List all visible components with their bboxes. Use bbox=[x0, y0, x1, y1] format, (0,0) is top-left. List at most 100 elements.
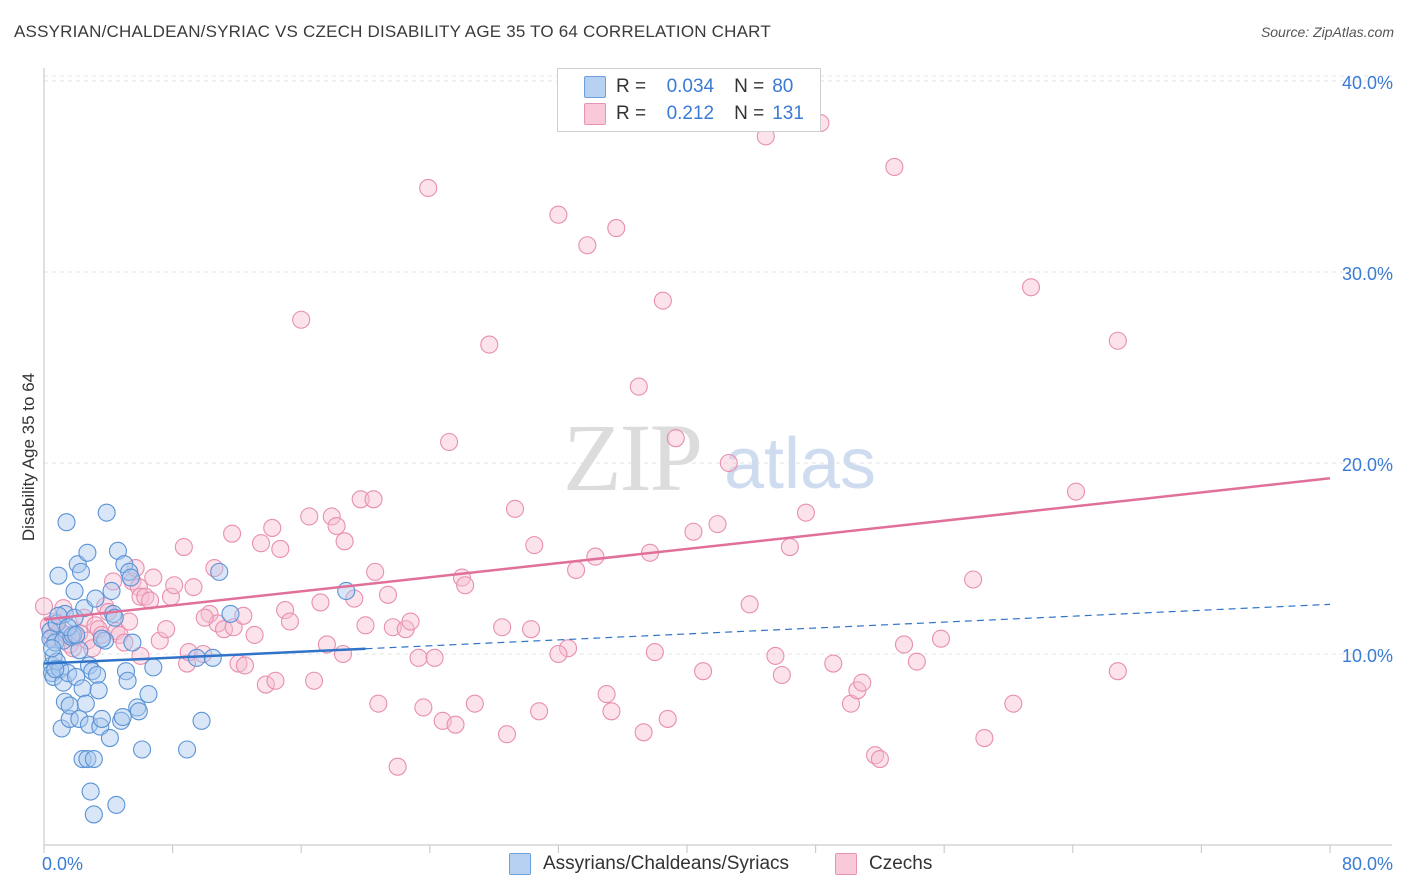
data-point-czechs bbox=[645, 643, 664, 662]
data-point-assyrians bbox=[81, 782, 100, 801]
y-tick-label: 30.0% bbox=[1342, 264, 1393, 284]
data-point-czechs bbox=[530, 702, 549, 721]
legend-n-value: 80 bbox=[772, 76, 794, 97]
data-point-czechs bbox=[184, 578, 203, 597]
data-point-czechs bbox=[327, 516, 346, 536]
data-point-assyrians bbox=[144, 658, 163, 677]
legend-row-blue: R = 0.034 N = 80 bbox=[584, 75, 794, 99]
data-point-czechs bbox=[92, 625, 111, 644]
data-point-assyrians bbox=[65, 581, 84, 601]
data-point-assyrians bbox=[76, 694, 95, 713]
data-point-czechs bbox=[796, 503, 816, 522]
data-point-czechs bbox=[364, 490, 383, 509]
data-point-czechs bbox=[975, 728, 994, 748]
watermark-atlas: atlas bbox=[724, 424, 876, 504]
data-point-czechs bbox=[322, 507, 341, 526]
watermark-zip: ZIP bbox=[563, 404, 701, 511]
legend-n-label: N = bbox=[734, 103, 765, 124]
legend-n-label: N = bbox=[734, 76, 765, 97]
data-point-czechs bbox=[131, 587, 150, 606]
data-point-czechs bbox=[366, 562, 385, 581]
data-point-assyrians bbox=[78, 543, 97, 562]
data-point-assyrians bbox=[71, 562, 91, 581]
legend-r-value: 0.034 bbox=[666, 76, 715, 97]
bottom-legend-assyrians: Assyrians/Chaldeans/Syriacs bbox=[509, 852, 789, 876]
data-point-assyrians bbox=[221, 604, 240, 623]
data-point-czechs bbox=[708, 515, 727, 534]
data-point-assyrians bbox=[133, 740, 152, 759]
data-point-assyrians bbox=[57, 513, 76, 532]
data-point-czechs bbox=[305, 671, 324, 690]
trend-line-assyrians-extension bbox=[365, 603, 1331, 650]
data-point-czechs bbox=[311, 593, 330, 612]
data-point-czechs bbox=[333, 644, 353, 664]
data-point-czechs bbox=[356, 616, 375, 635]
data-point-czechs bbox=[63, 639, 82, 658]
data-point-czechs bbox=[597, 685, 616, 704]
data-point-assyrians bbox=[97, 503, 116, 522]
data-point-czechs bbox=[885, 157, 904, 176]
legend-r-label: R = bbox=[616, 76, 647, 97]
data-point-czechs bbox=[766, 646, 785, 665]
data-point-czechs bbox=[104, 572, 123, 591]
data-point-czechs bbox=[1004, 694, 1023, 713]
data-point-czechs bbox=[772, 665, 791, 685]
y-tick-label: 40.0% bbox=[1342, 73, 1393, 93]
data-point-czechs bbox=[251, 534, 271, 553]
data-point-czechs bbox=[150, 631, 169, 650]
data-point-czechs bbox=[719, 453, 738, 473]
data-point-czechs bbox=[419, 178, 438, 198]
data-point-assyrians bbox=[67, 667, 86, 686]
data-point-assyrians bbox=[100, 728, 119, 748]
data-point-czechs bbox=[1108, 662, 1127, 681]
data-point-czechs bbox=[245, 625, 264, 644]
data-point-czechs bbox=[497, 725, 517, 744]
bottom-legend-label: Assyrians/Chaldeans/Syriacs bbox=[543, 853, 790, 874]
data-point-czechs bbox=[456, 576, 475, 595]
data-point-czechs bbox=[558, 639, 578, 658]
data-point-czechs bbox=[586, 547, 605, 566]
bottom-legend-swatch-blue bbox=[509, 853, 531, 875]
data-point-czechs bbox=[907, 652, 926, 671]
data-point-czechs bbox=[157, 620, 176, 639]
data-point-czechs bbox=[414, 698, 433, 717]
data-point-assyrians bbox=[203, 648, 222, 667]
data-point-czechs bbox=[178, 654, 197, 673]
data-point-czechs bbox=[493, 618, 512, 637]
x-tick-label: 80.0% bbox=[1342, 854, 1393, 874]
data-point-czechs bbox=[567, 560, 586, 580]
data-point-czechs bbox=[369, 694, 388, 713]
x-tick-label: 0.0% bbox=[42, 854, 83, 874]
data-point-czechs bbox=[256, 675, 275, 694]
data-point-czechs bbox=[223, 524, 242, 543]
data-point-assyrians bbox=[96, 631, 115, 650]
data-point-czechs bbox=[964, 570, 983, 589]
data-point-czechs bbox=[401, 612, 420, 631]
data-point-assyrians bbox=[116, 662, 136, 681]
bottom-legend-label: Czechs bbox=[869, 853, 933, 874]
data-point-czechs bbox=[465, 694, 484, 713]
legend-row-pink: R = 0.212 N = 131 bbox=[584, 102, 804, 126]
y-tick-label: 20.0% bbox=[1342, 455, 1393, 475]
data-point-czechs bbox=[271, 539, 290, 559]
data-point-czechs bbox=[658, 709, 677, 728]
data-point-czechs bbox=[263, 518, 282, 537]
gridlines bbox=[44, 75, 1392, 655]
data-point-assyrians bbox=[67, 625, 86, 644]
data-point-czechs bbox=[266, 671, 285, 690]
data-point-czechs bbox=[292, 310, 311, 329]
data-point-assyrians bbox=[60, 709, 79, 728]
data-point-czechs bbox=[629, 377, 648, 396]
legend-swatch-pink bbox=[584, 103, 606, 125]
data-point-czechs bbox=[335, 532, 354, 551]
data-point-czechs bbox=[120, 612, 139, 631]
data-point-assyrians bbox=[78, 749, 97, 769]
data-point-assyrians bbox=[210, 562, 229, 581]
data-point-czechs bbox=[824, 654, 843, 673]
data-point-czechs bbox=[89, 620, 108, 639]
data-point-assyrians bbox=[60, 696, 79, 715]
bottom-legend-czechs: Czechs bbox=[835, 852, 932, 876]
data-point-czechs bbox=[276, 601, 295, 620]
legend-box: R = 0.034 N = 80 R = 0.212 N = 131 bbox=[557, 68, 821, 132]
